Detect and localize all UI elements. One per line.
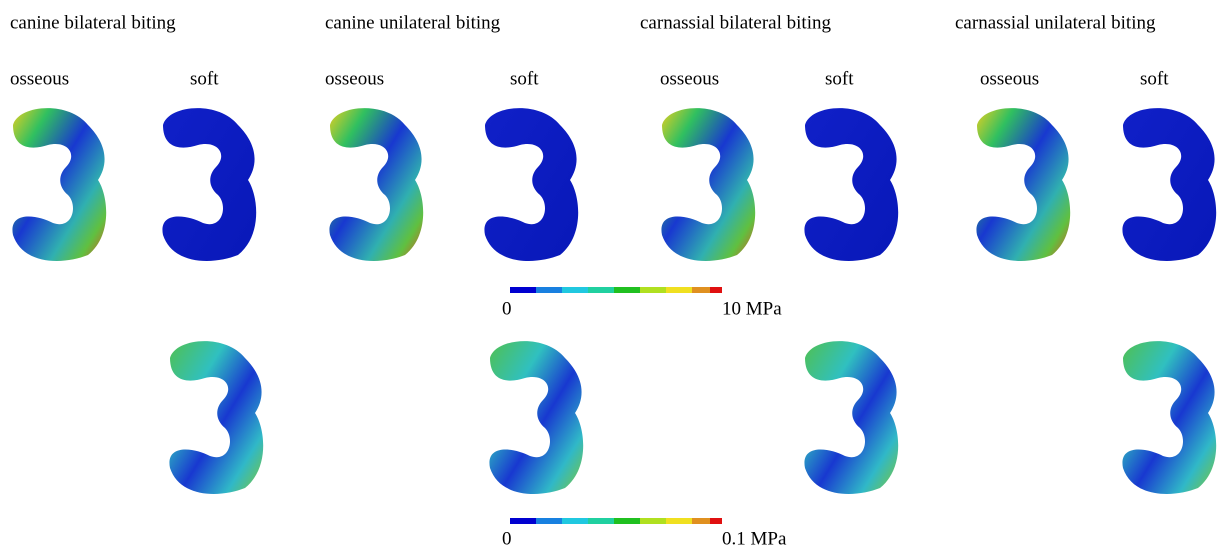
column-title: canine bilateral biting — [10, 12, 176, 33]
color-bar — [510, 518, 722, 524]
column-title: canine unilateral biting — [325, 12, 501, 33]
osseous-map — [12, 108, 106, 261]
soft-map — [489, 341, 583, 494]
osseous-map — [329, 108, 423, 261]
bottom-row-maps — [169, 341, 1216, 494]
scale-min: 0 — [502, 298, 512, 319]
figure: canine bilateral biting canine unilatera… — [0, 0, 1223, 551]
osseous-label: osseous — [10, 68, 69, 89]
column-title: carnassial unilateral biting — [955, 12, 1156, 33]
soft-label: soft — [190, 68, 219, 89]
soft-map — [1122, 108, 1216, 261]
scale-max: 10 MPa — [722, 298, 782, 319]
column-titles: canine bilateral biting canine unilatera… — [10, 12, 1156, 33]
osseous-map — [976, 108, 1070, 261]
soft-label: soft — [825, 68, 854, 89]
scale-max: 0.1 MPa — [722, 528, 787, 549]
scale-min: 0 — [502, 528, 512, 549]
soft-map — [162, 108, 256, 261]
osseous-label: osseous — [325, 68, 384, 89]
osseous-map — [661, 108, 755, 261]
top-row-maps — [12, 108, 1216, 261]
sub-labels: osseous soft osseous soft osseous soft o… — [10, 68, 1169, 89]
column-title: carnassial bilateral biting — [640, 12, 831, 33]
osseous-label: osseous — [980, 68, 1039, 89]
color-bar — [510, 287, 722, 293]
soft-label: soft — [1140, 68, 1169, 89]
soft-map — [1122, 341, 1216, 494]
soft-map — [804, 108, 898, 261]
osseous-label: osseous — [660, 68, 719, 89]
soft-map — [804, 341, 898, 494]
soft-map — [169, 341, 263, 494]
soft-map — [484, 108, 578, 261]
soft-label: soft — [510, 68, 539, 89]
